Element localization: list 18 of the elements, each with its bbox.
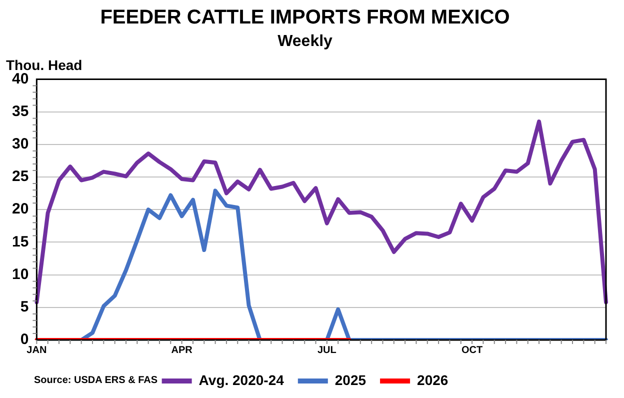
legend-label: 2025 [334,372,366,388]
y-tick-label: 35 [12,102,29,120]
y-tick-label: 20 [12,200,29,218]
y-tick-label: 10 [12,266,29,283]
y-tick-label: 5 [20,298,29,316]
x-tick-label: JAN [26,344,47,356]
y-tick-label: 30 [12,136,29,153]
legend-label: 2026 [417,372,448,388]
legend-label: Avg. 2020-24 [198,372,284,388]
y-tick-label: 25 [12,168,29,186]
x-tick-label: APR [171,344,194,356]
y-tick-label: 15 [12,233,29,250]
chart-subtitle: Weekly [278,33,333,50]
source-note: Source: USDA ERS & FAS [34,374,158,386]
x-tick-label: OCT [461,344,483,356]
x-tick-label: JUL [317,344,336,356]
y-tick-label: 0 [20,331,29,348]
chart-title: FEEDER CATTLE IMPORTS FROM MEXICO [100,6,510,29]
